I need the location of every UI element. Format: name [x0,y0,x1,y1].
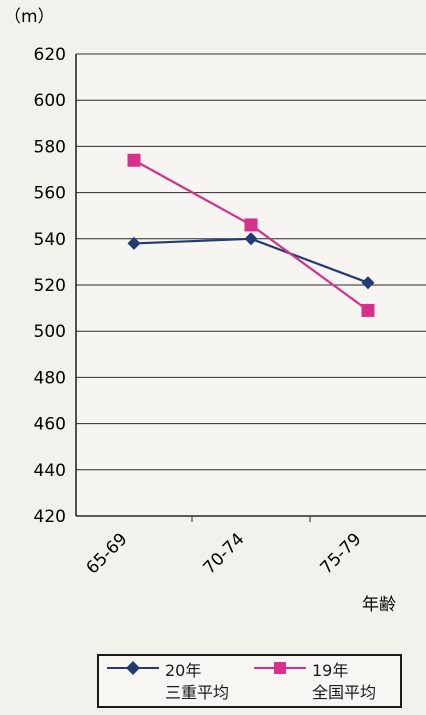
x-tick-label-75-79: 75-79 [316,529,365,578]
y-unit-label: （m） [4,7,55,27]
y-tick-label-440: 440 [34,461,66,481]
y-tick-label-420: 420 [34,507,66,527]
legend-swatch-series-2 [254,662,306,674]
gridlines [75,53,426,517]
legend-label-series-2: 19年 全国平均 [312,661,377,702]
legend-swatch-series-1 [107,661,159,675]
series-1-point-70-74 [244,232,258,246]
series-2-point-75-79 [361,303,375,317]
legend: 20年 三重平均 19年 全国平均 [97,654,402,708]
series-1-point-75-79 [361,276,375,290]
y-tick-label-480: 480 [34,368,66,388]
y-tick-label-540: 540 [34,230,66,250]
x-axis-ticks: 65-69 70-74 75-79 [82,516,366,578]
series-2-point-70-74 [244,218,258,232]
y-tick-label-580: 580 [34,137,66,157]
y-tick-label-600: 600 [34,91,66,111]
series-1-point-65-69 [127,236,141,250]
series-group [127,153,375,317]
y-axis-ticks: 420 440 460 480 500 520 540 560 580 600 620 [34,45,66,527]
series-2-point-65-69 [127,153,141,167]
y-tick-label-500: 500 [34,322,66,342]
x-tick-label-70-74: 70-74 [199,529,248,578]
legend-label-series-1: 20年 三重平均 [165,661,230,702]
y-tick-label-520: 520 [34,276,66,296]
x-axis-label: 年齢 [362,595,396,615]
y-tick-label-560: 560 [34,184,66,204]
y-tick-label-460: 460 [34,415,66,435]
x-tick-label-65-69: 65-69 [82,529,131,578]
y-tick-label-620: 620 [34,45,66,65]
